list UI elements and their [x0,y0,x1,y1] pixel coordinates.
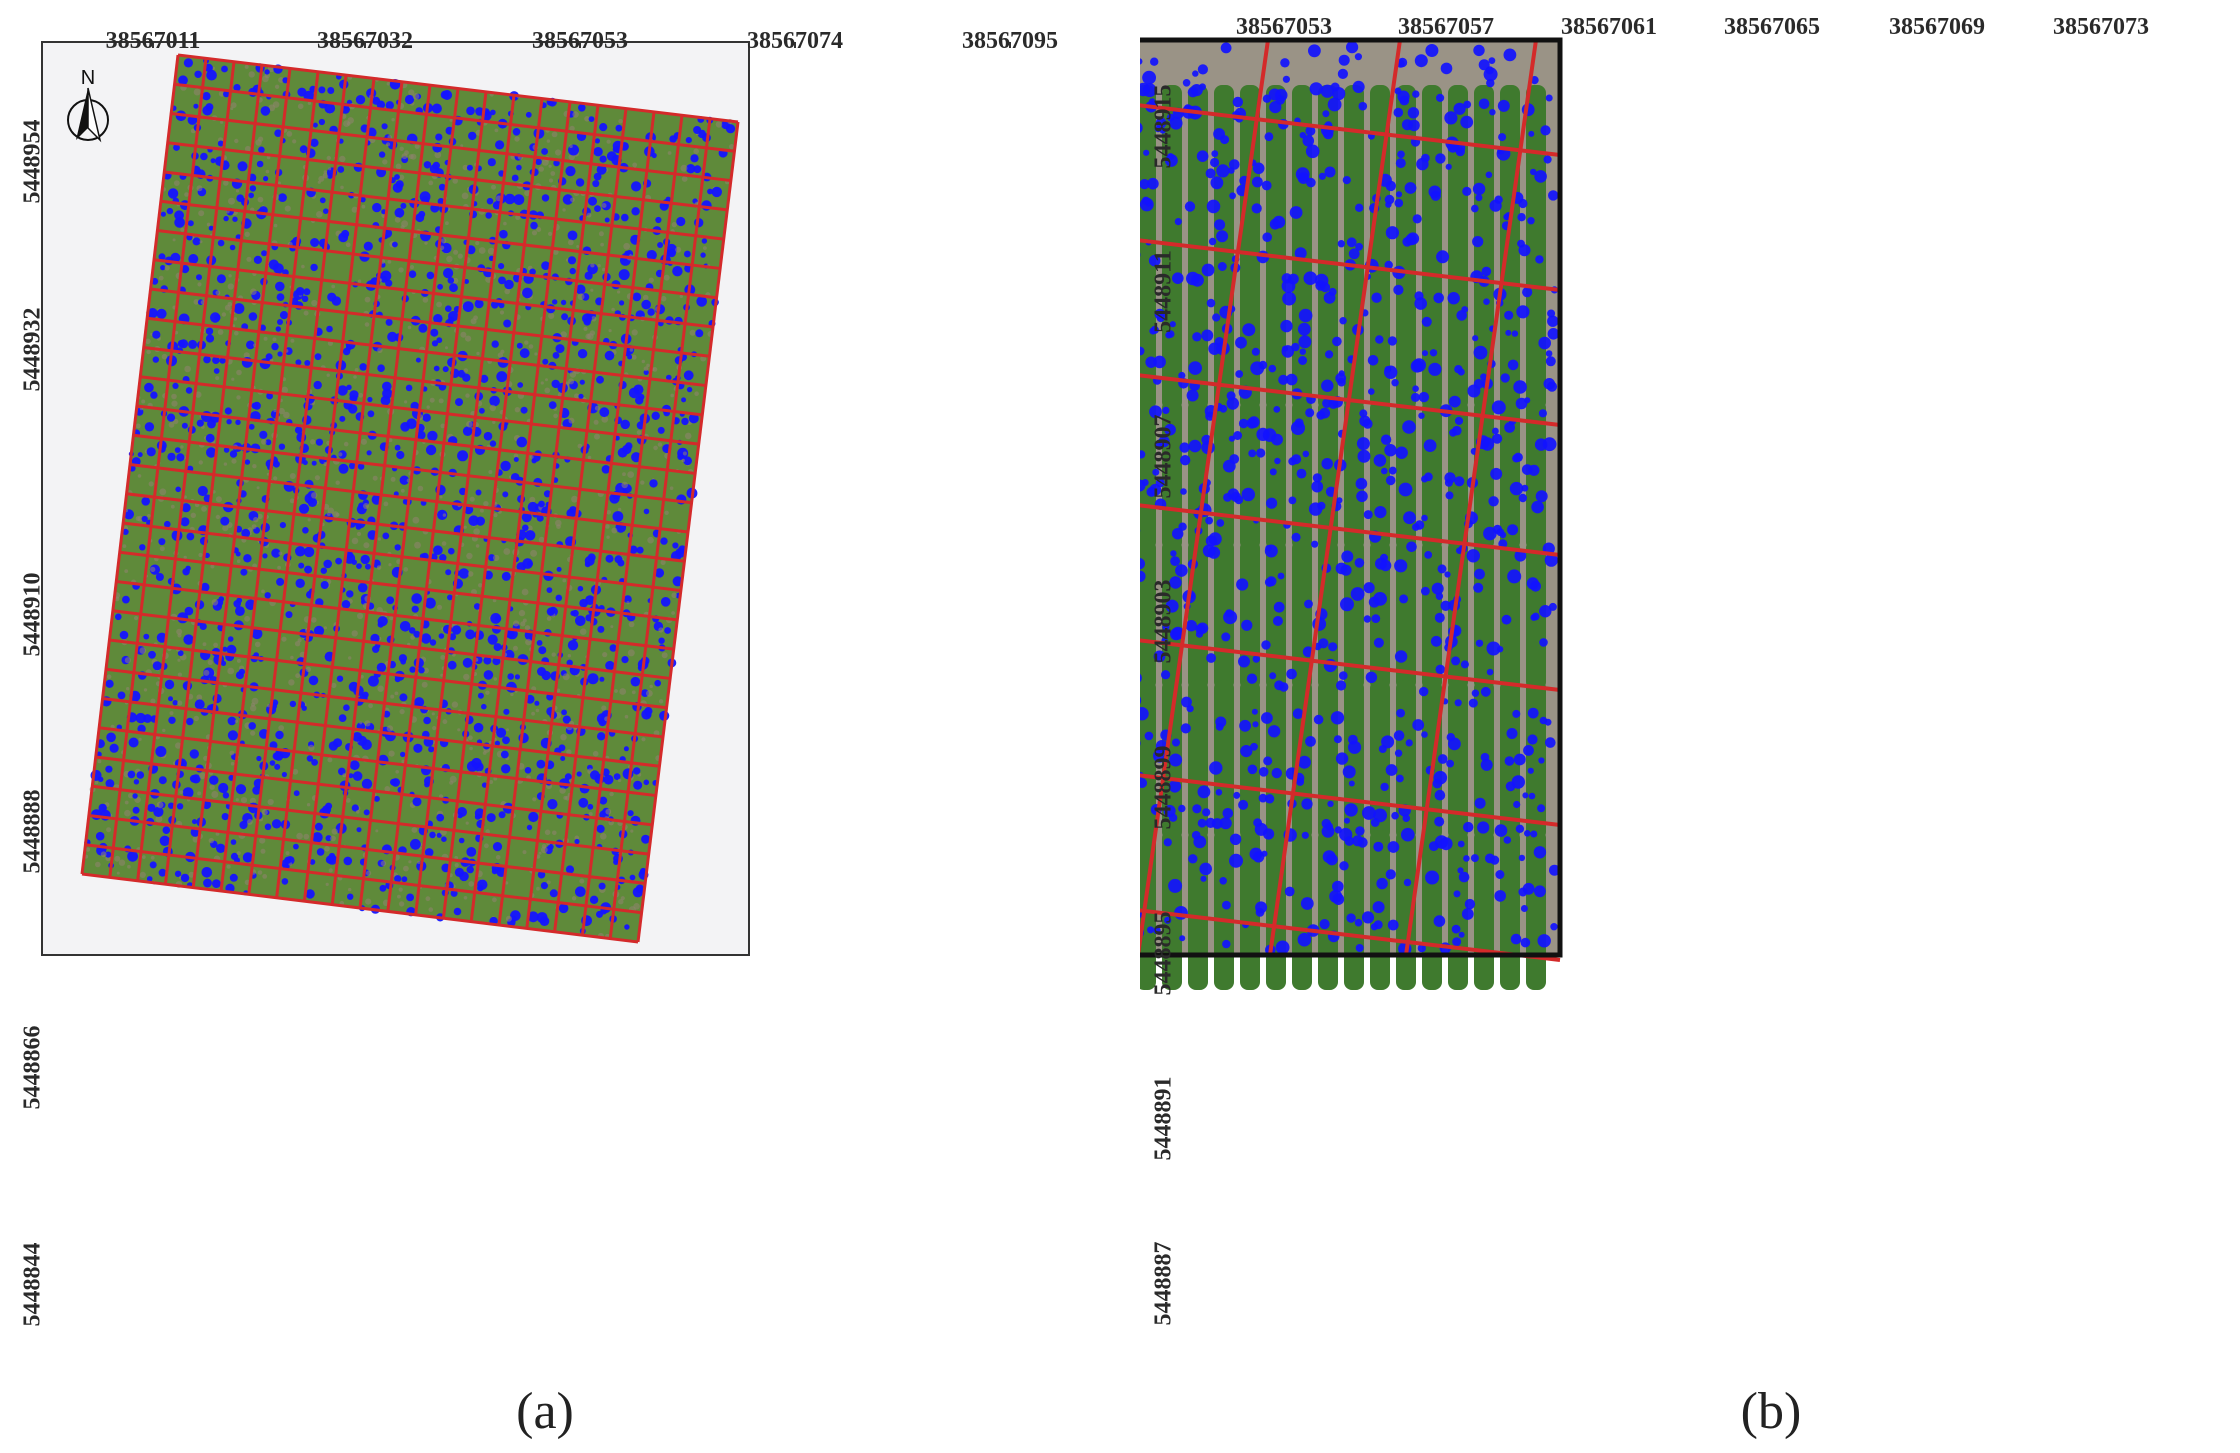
panel-a-grid-line [150,287,710,358]
panel-a-grid-line [88,814,646,885]
panel-a-x-tick: 38567095 [962,28,1058,54]
panel-a-y-tick: 5448932 [19,307,46,392]
panel-a-grid-line [143,346,703,417]
panel-a-y-tick: 5448910 [19,572,46,657]
panel-a-y-tick: 5448866 [19,1025,46,1110]
panel-b-x-tick: 38567061 [1561,14,1657,40]
panel-b-y-tick: 5448887 [1150,1241,1177,1326]
panel-a-grid-line [167,141,728,212]
panel-a-grid-line [160,199,721,270]
panel-a-y-tick: 5448954 [19,119,46,204]
panel-a-map: N [41,41,1011,956]
panel-b-caption: (b) [1740,1383,1802,1440]
panel-a-grid-line [81,872,639,944]
panel-a-grid-line [109,638,667,710]
panel-a-grid-line [119,550,678,622]
panel-b-map [1140,37,1563,990]
panel-b-grid-line [1404,39,1538,956]
panel-a: N 38567011 38567032 38567053 38567074 38… [0,0,1100,1453]
panel-b-grid-line [1140,103,1561,157]
panel-a-x-tick: 38567032 [317,28,413,54]
panel-b-grid-line [1268,39,1402,956]
panel-a-grid-line [105,667,664,739]
panel-a-grid-line [153,258,714,329]
panel-b-grid-line [1140,908,1561,962]
panel-b-grid-line [1140,238,1561,292]
panel-b-y-tick: 5448911 [1150,250,1177,333]
panel-b-y-tick: 5448895 [1150,911,1177,996]
panel-a-grid-line [174,82,735,153]
panel-b-y-tick: 5448907 [1150,414,1177,499]
panel-b-y-tick: 5448891 [1150,1076,1177,1161]
panel-a-grid-line [126,492,685,563]
panel-b-x-tick: 38567053 [1236,14,1332,40]
panel-a-grid-line [85,843,642,915]
panel-a-y-tick: 5448844 [19,1242,46,1327]
panel-a-caption: (a) [516,1383,574,1440]
panel-a-x-tick: 38567074 [747,28,843,54]
panel-b-x-tick: 38567065 [1724,14,1820,40]
panel-b-frame [1140,37,1563,958]
panel-a-grid-line [140,375,699,446]
north-arrow-icon: N [67,67,109,143]
panel-a-x-tick: 38567011 [105,28,201,54]
panel-a-grid-line [136,404,696,475]
north-arrow-label: N [81,67,95,89]
panel-b-x-tick: 38567069 [1889,14,1985,40]
panel-b: 38567053 38567057 38567061 38567065 3856… [1140,0,2240,1453]
panel-a-y-tick: 5448888 [19,789,46,874]
panel-a-grid-line [177,53,739,124]
panel-a-grid-line [112,609,671,680]
panel-a-x-tick: 38567053 [532,28,628,54]
panel-a-grid-line [164,170,724,241]
panel-a-grid-line [98,726,657,798]
panel-b-grid-line [1140,503,1561,557]
panel-a-grid-line [122,521,682,593]
panel-a-grid-line [95,755,653,827]
panel-a-grid-line [170,112,732,183]
panel-b-y-tick: 5448915 [1150,84,1177,169]
panel-a-grid-line [92,784,649,856]
panel-b-grid-line [1140,373,1561,427]
panel-a-grid-line [133,433,692,505]
panel-b-grid-lines [1140,39,1561,962]
panel-a-grid-line [146,316,707,388]
panel-a-grid-line [102,697,660,768]
panel-b-y-tick: 5448903 [1150,579,1177,664]
panel-a-grid-line [157,229,717,300]
panel-b-y-tick: 5448899 [1150,745,1177,830]
panel-a-grid-line [129,463,689,534]
panel-b-x-tick: 38567057 [1398,14,1494,40]
panel-b-x-tick: 38567073 [2053,14,2149,40]
panel-b-grid-line [1140,39,1270,956]
panel-b-grid-line [1140,773,1561,827]
panel-a-grid-line [116,580,674,651]
panel-b-grid-line [1140,638,1561,692]
